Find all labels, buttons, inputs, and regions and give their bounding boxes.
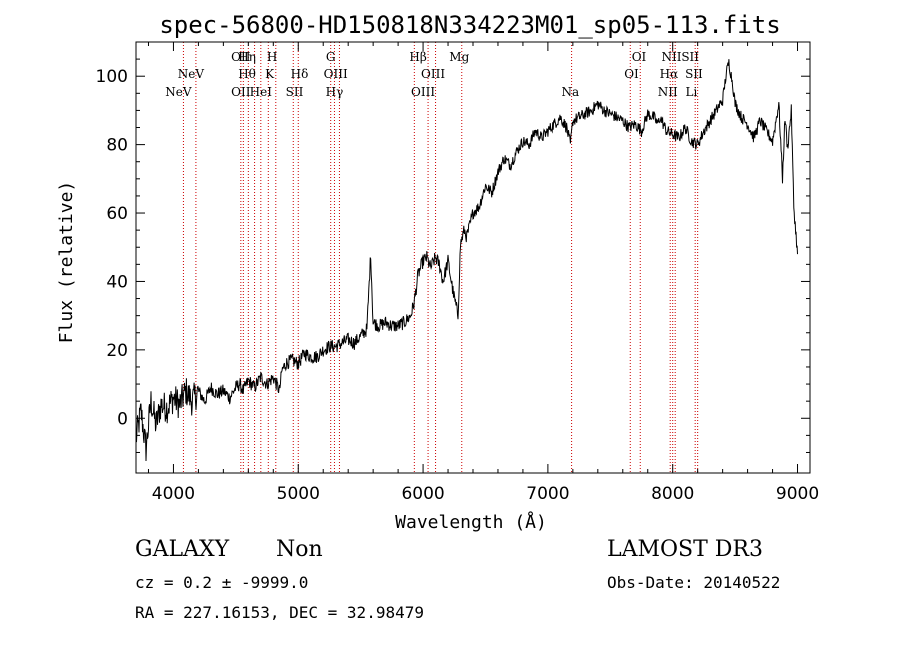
emission-line-label: NeV — [165, 85, 192, 99]
emission-line-label: OI — [632, 50, 647, 64]
emission-line-label: SII — [685, 67, 703, 81]
emission-line-label: NeV — [178, 67, 205, 81]
y-axis-label: Flux (relative) — [56, 181, 77, 344]
emission-line-label: G — [326, 50, 336, 64]
x-tick-label: 7000 — [526, 484, 569, 504]
observation-date: Obs-Date: 20140522 — [607, 573, 781, 592]
x-axis-ticks: 4000 5000 6000 7000 8000 9000 — [147, 42, 819, 504]
x-tick-label: 8000 — [651, 484, 694, 504]
emission-line-label: Hθ — [238, 67, 256, 81]
x-tick-label: 9000 — [776, 484, 819, 504]
x-tick-label: 6000 — [401, 484, 444, 504]
y-tick-label: 0 — [117, 409, 128, 429]
x-tick-label: 5000 — [277, 484, 320, 504]
survey-release: LAMOST DR3 — [607, 537, 763, 562]
emission-line-label: H — [267, 50, 277, 64]
emission-line-label: Hδ — [291, 67, 309, 81]
emission-line-label: Hγ — [326, 85, 344, 99]
chart-title: spec-56800-HD150818N334223M01_sp05-113.f… — [159, 11, 780, 39]
plot-frame — [135, 41, 811, 474]
emission-line-label: Mg — [449, 50, 469, 64]
object-subclass: Non — [276, 537, 323, 562]
emission-line-label: SII — [286, 85, 304, 99]
emission-line-label: SII — [681, 50, 699, 64]
y-axis-ticks: 0 20 40 60 80 100 — [96, 41, 810, 453]
emission-line-label: Hη — [238, 50, 256, 64]
y-tick-label: 80 — [106, 136, 128, 156]
x-axis-label: Wavelength (Å) — [395, 511, 547, 533]
redshift-cz: cz = 0.2 ± -9999.0 — [135, 573, 309, 592]
emission-line-label: OII — [231, 85, 251, 99]
emission-line-label: Na — [562, 85, 580, 99]
emission-line-label: Hβ — [409, 50, 426, 64]
y-tick-label: 20 — [106, 341, 128, 361]
y-tick-label: 40 — [106, 272, 128, 292]
x-tick-label: 4000 — [152, 484, 195, 504]
emission-line-label: OI — [624, 67, 639, 81]
emission-line-label: OIII — [324, 67, 348, 81]
emission-line-label: OII — [231, 50, 251, 64]
emission-line-label: K — [265, 67, 275, 81]
emission-line-markers — [182, 42, 699, 473]
emission-line-label: NII — [658, 85, 678, 99]
emission-line-label: Li — [686, 85, 698, 99]
emission-line-label: NII — [661, 50, 681, 64]
y-tick-label: 60 — [106, 204, 128, 224]
emission-line-label: Hα — [660, 67, 679, 81]
spectrum-series-line — [135, 59, 798, 462]
emission-line-label: OIII — [411, 85, 435, 99]
emission-line-label: HeI — [250, 85, 273, 99]
y-tick-label: 100 — [96, 67, 128, 87]
sky-coordinates: RA = 227.16153, DEC = 32.98479 — [135, 603, 424, 622]
emission-line-label: OIII — [421, 67, 445, 81]
object-class: GALAXY — [135, 537, 230, 562]
